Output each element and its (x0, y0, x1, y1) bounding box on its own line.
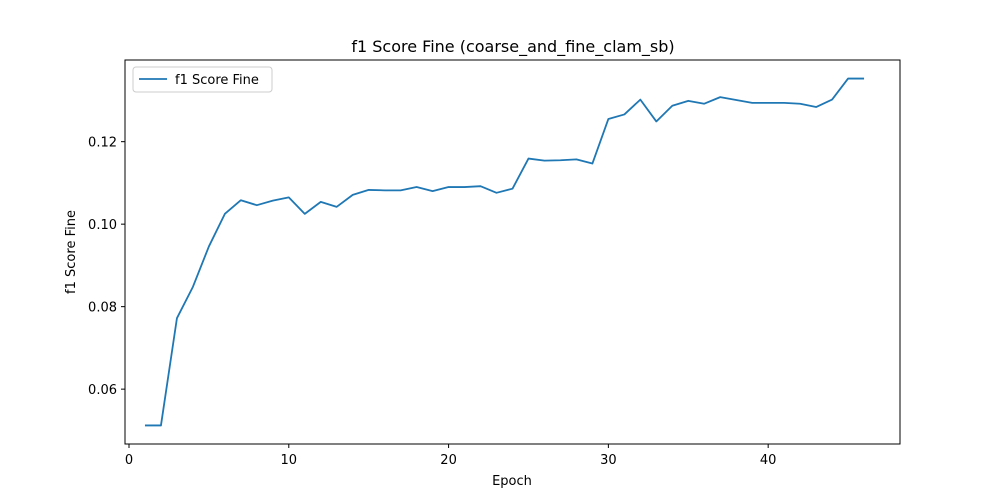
x-tick-label: 0 (125, 453, 133, 468)
y-tick-label: 0.08 (88, 301, 117, 316)
series-line (144, 77, 865, 427)
y-tick-label: 0.06 (88, 383, 117, 398)
plot-frame (124, 59, 901, 445)
x-axis: 0 10 20 30 40 (125, 444, 777, 468)
x-tick-label: 30 (600, 453, 617, 468)
legend: f1 Score Fine (132, 66, 273, 93)
x-tick-label: 10 (281, 453, 298, 468)
legend-box (132, 66, 273, 93)
y-tick-label: 0.10 (88, 218, 117, 233)
y-axis-label: f1 Score Fine (64, 210, 79, 294)
y-tick-label: 0.12 (88, 136, 117, 151)
chart-title: f1 Score Fine (coarse_and_fine_clam_sb) (351, 37, 674, 57)
x-tick-label: 40 (760, 453, 777, 468)
series-layer (144, 77, 865, 427)
plot-area (124, 59, 901, 445)
legend-label: f1 Score Fine (175, 73, 259, 88)
x-axis-label: Epoch (492, 474, 532, 489)
y-axis: 0.06 0.08 0.10 0.12 (88, 136, 125, 398)
x-tick-label: 20 (440, 453, 457, 468)
